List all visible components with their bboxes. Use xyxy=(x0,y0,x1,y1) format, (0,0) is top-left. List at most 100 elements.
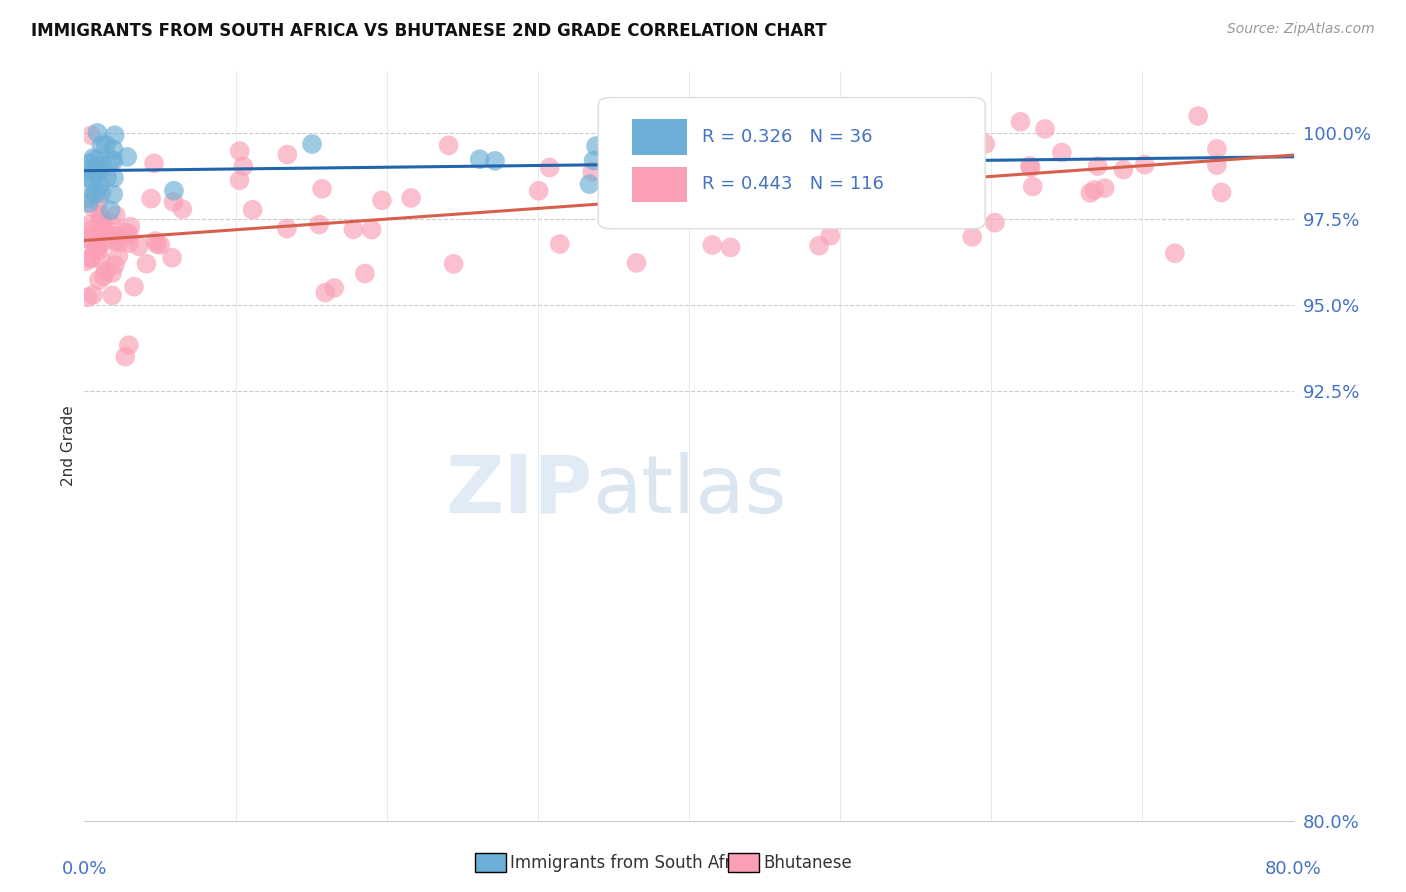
Point xyxy=(581,165,603,179)
Point xyxy=(104,258,127,272)
Point xyxy=(931,187,953,202)
Point xyxy=(1087,159,1109,173)
Point xyxy=(122,279,145,293)
Point xyxy=(688,109,710,123)
Point xyxy=(160,251,183,265)
Point xyxy=(841,202,863,217)
Point xyxy=(749,174,772,188)
Point xyxy=(163,184,186,198)
Point xyxy=(84,186,107,201)
Point xyxy=(117,150,139,164)
Point xyxy=(538,161,561,175)
Point xyxy=(229,144,252,158)
Point xyxy=(974,136,997,151)
Point xyxy=(93,269,115,284)
Point xyxy=(399,191,422,205)
Point xyxy=(86,166,108,180)
Point xyxy=(443,257,465,271)
Point xyxy=(75,163,97,178)
Point xyxy=(101,288,124,302)
Point xyxy=(308,218,330,232)
Point xyxy=(87,194,110,209)
Point xyxy=(1211,186,1233,200)
Point xyxy=(804,169,827,184)
Point xyxy=(79,171,101,186)
Point xyxy=(90,138,112,153)
Point xyxy=(118,338,141,352)
Point xyxy=(87,244,110,258)
Point xyxy=(928,147,950,161)
Point xyxy=(276,221,298,235)
Point xyxy=(673,166,696,180)
Point xyxy=(342,222,364,236)
Text: Source: ZipAtlas.com: Source: ZipAtlas.com xyxy=(1227,22,1375,37)
Point xyxy=(276,147,298,161)
Point xyxy=(578,177,600,191)
Text: Bhutanese: Bhutanese xyxy=(763,854,852,871)
Point xyxy=(104,234,127,248)
Point xyxy=(82,151,104,165)
Point xyxy=(75,231,97,245)
Point xyxy=(548,237,571,252)
Point xyxy=(90,252,112,267)
Point xyxy=(77,218,100,232)
Point xyxy=(709,168,731,182)
Point xyxy=(120,219,142,234)
Point xyxy=(808,238,831,252)
Point xyxy=(1112,162,1135,177)
Point xyxy=(232,159,254,173)
Point xyxy=(720,240,742,254)
Point xyxy=(87,273,110,287)
Point xyxy=(690,167,713,181)
Point xyxy=(76,290,98,304)
Point xyxy=(1094,181,1116,195)
Point xyxy=(360,222,382,236)
FancyBboxPatch shape xyxy=(633,167,686,202)
Point xyxy=(91,158,114,172)
Point xyxy=(107,249,129,263)
Point xyxy=(82,201,104,215)
Point xyxy=(827,170,849,185)
Point xyxy=(468,153,491,167)
Point xyxy=(841,139,863,153)
Point xyxy=(94,137,117,152)
Point xyxy=(91,226,114,240)
FancyBboxPatch shape xyxy=(599,97,986,228)
Text: atlas: atlas xyxy=(592,452,786,530)
Point xyxy=(80,128,103,143)
Point xyxy=(104,128,127,143)
Point xyxy=(1050,145,1073,160)
Point xyxy=(79,223,101,237)
Point xyxy=(91,222,114,236)
Point xyxy=(108,235,131,250)
Point xyxy=(143,234,166,248)
Text: ZIP: ZIP xyxy=(444,452,592,530)
Point xyxy=(104,208,127,222)
Point xyxy=(437,138,460,153)
Text: 0.0%: 0.0% xyxy=(62,860,107,878)
Point xyxy=(702,238,724,252)
Point xyxy=(86,238,108,252)
Point xyxy=(83,242,105,256)
Point xyxy=(86,126,108,140)
Point xyxy=(101,187,124,202)
Point xyxy=(1083,183,1105,197)
Point xyxy=(83,186,105,200)
Point xyxy=(1018,159,1040,173)
Point xyxy=(228,173,250,187)
Point xyxy=(87,217,110,231)
Point xyxy=(314,285,336,300)
Point xyxy=(96,170,118,185)
Point xyxy=(103,142,125,156)
Point xyxy=(80,175,103,189)
Point xyxy=(90,186,112,200)
Point xyxy=(527,184,550,198)
Point xyxy=(77,191,100,205)
Point xyxy=(100,153,122,167)
Point xyxy=(115,226,138,240)
Point xyxy=(647,132,669,146)
Point xyxy=(371,194,394,208)
Point xyxy=(128,239,150,253)
Point xyxy=(1164,246,1187,260)
Point xyxy=(90,163,112,178)
